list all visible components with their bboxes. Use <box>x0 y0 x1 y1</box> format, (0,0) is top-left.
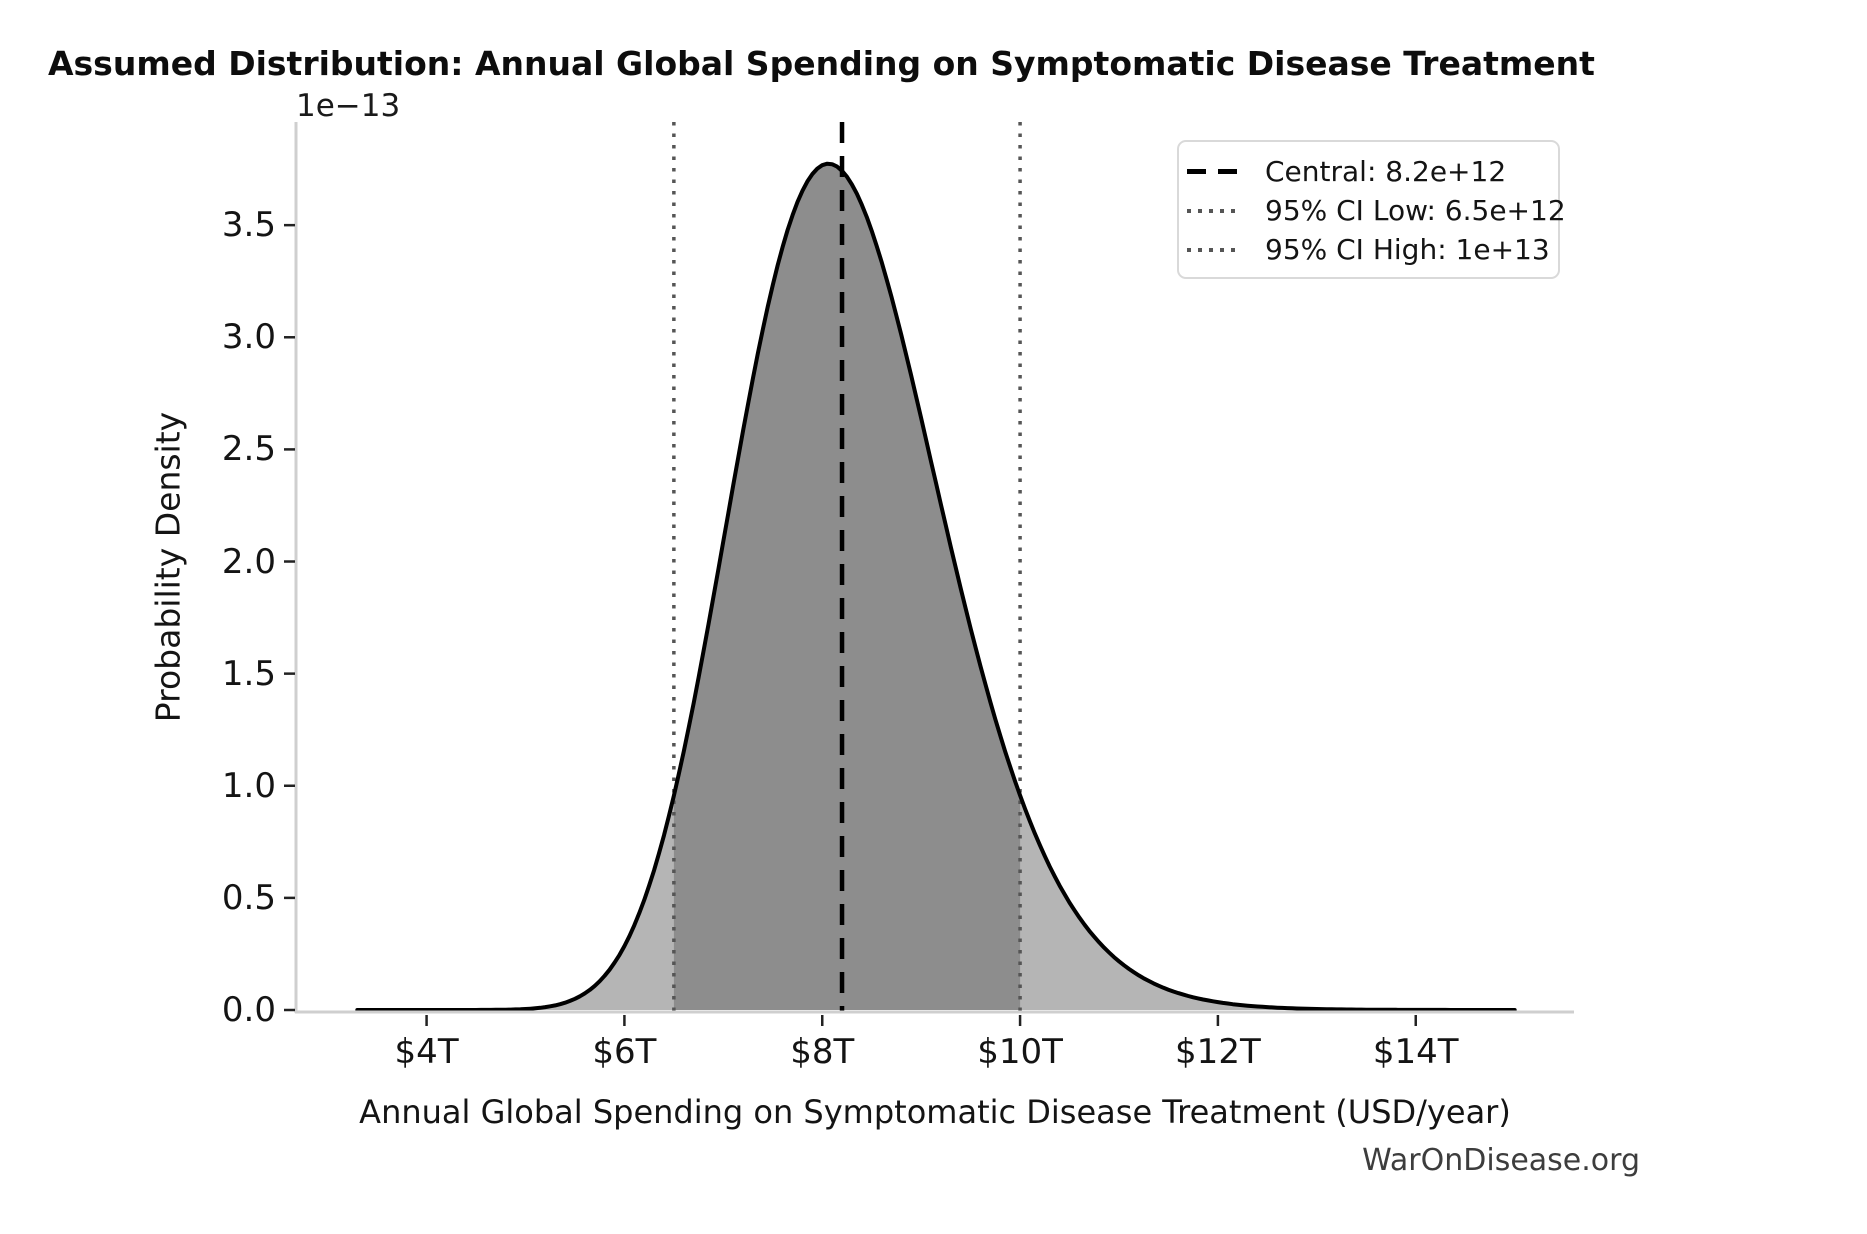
y-tick-label: 3.5 <box>221 205 276 246</box>
y-tick-label: 1.5 <box>221 653 276 694</box>
y-tick-label: 1.0 <box>221 765 276 806</box>
y-axis-label: Probability Density <box>148 411 188 723</box>
chart-title: Assumed Distribution: Annual Global Spen… <box>48 44 1595 83</box>
x-axis-label: Annual Global Spending on Symptomatic Di… <box>359 1093 1511 1131</box>
x-tick-label: $4T <box>394 1032 459 1072</box>
x-tick-label: $12T <box>1175 1032 1261 1072</box>
y-axis-offset-label: 1e−13 <box>296 88 401 124</box>
x-tick-label: $8T <box>790 1032 855 1072</box>
legend-label: 95% CI Low: 6.5e+12 <box>1265 194 1566 227</box>
x-tick-label: $10T <box>977 1032 1063 1072</box>
x-tick-label: $14T <box>1372 1032 1459 1072</box>
density-curve <box>355 161 1517 1012</box>
legend-entry-ci-high: 95% CI High: 1e+13 <box>1187 230 1550 269</box>
legend-label: 95% CI High: 1e+13 <box>1265 233 1550 266</box>
legend-entry-central: Central: 8.2e+12 <box>1187 152 1548 191</box>
legend-label: Central: 8.2e+12 <box>1265 155 1507 188</box>
dotted-line-icon <box>1187 247 1239 252</box>
dashed-line-icon <box>1187 169 1239 174</box>
y-tick-label: 0.5 <box>221 877 276 918</box>
y-tick-label: 2.0 <box>221 541 276 582</box>
legend-entry-ci-low: 95% CI Low: 6.5e+12 <box>1187 191 1566 230</box>
watermark: WarOnDisease.org <box>1362 1143 1640 1178</box>
y-tick-label: 2.5 <box>221 429 276 470</box>
y-tick-label: 0.0 <box>221 990 276 1030</box>
legend: Central: 8.2e+12 95% CI Low: 6.5e+12 95%… <box>1177 140 1566 279</box>
dotted-line-icon <box>1187 208 1239 213</box>
distribution-fill-ci <box>673 163 1021 1010</box>
x-tick-label: $6T <box>592 1032 657 1072</box>
y-tick-label: 3.0 <box>221 317 276 358</box>
